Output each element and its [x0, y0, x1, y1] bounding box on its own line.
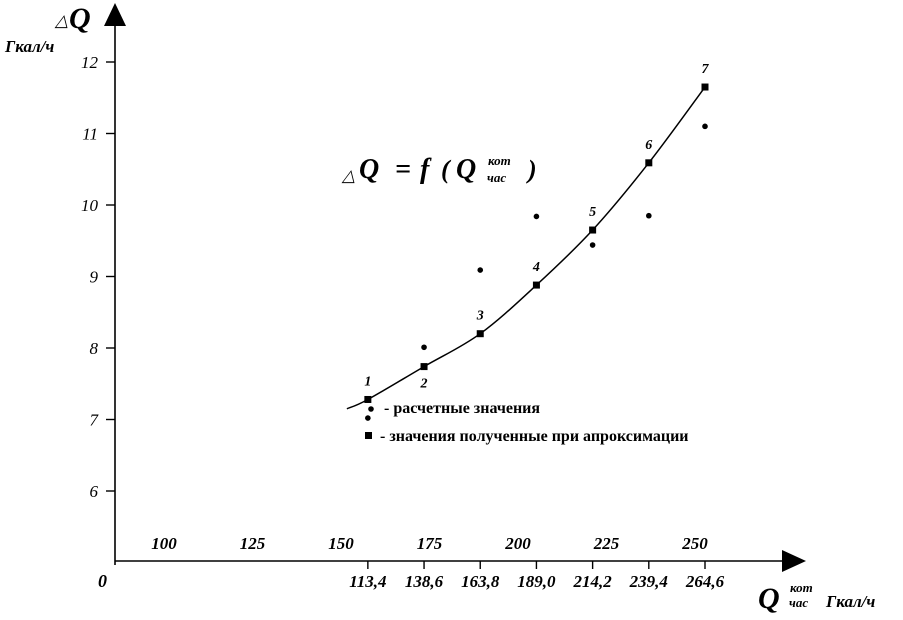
formula-eq: = — [395, 154, 411, 185]
x-axis-unit: Гкал/ч — [825, 592, 875, 611]
x-secondary-tick-label: 150 — [328, 534, 354, 553]
y-axis-unit: Гкал/ч — [4, 37, 54, 56]
legend-text-approximated: - значения полученные при апроксимации — [380, 428, 689, 445]
formula-close: ) — [526, 155, 537, 184]
x-secondary-tick-label: 125 — [240, 534, 266, 553]
formula-lhs: Q — [359, 154, 379, 185]
formula-open: ( — [441, 155, 452, 184]
formula-sup: кот — [488, 153, 511, 168]
legend-square-marker — [365, 432, 372, 439]
y-axis-symbol: Q — [69, 2, 91, 35]
x-secondary-tick-label: 225 — [593, 534, 620, 553]
y-tick-label: 6 — [90, 482, 99, 501]
point-label: 5 — [589, 205, 596, 220]
approximated-point — [476, 330, 484, 338]
y-tick-label: 10 — [81, 196, 99, 215]
marks-layer: 1 2 3 4 5 6 7 — [346, 62, 710, 421]
calculated-point — [365, 415, 371, 421]
formula-delta: △ — [341, 166, 355, 185]
x-axis-superscript: кот — [790, 580, 813, 595]
y-tick-label: 12 — [81, 53, 99, 72]
x-axis-arrow-icon — [782, 550, 806, 572]
y-axis-arrow-icon — [104, 3, 126, 26]
formula-q: Q — [456, 154, 476, 185]
x-tick-label: 113,4 — [349, 572, 386, 591]
approximated-point — [589, 226, 597, 234]
origin-label: 0 — [98, 571, 107, 591]
point-label: 6 — [645, 138, 652, 153]
approximated-point — [364, 395, 372, 403]
calculated-point — [533, 213, 540, 220]
point-label: 3 — [476, 309, 484, 324]
calculated-point — [421, 344, 427, 351]
x-secondary-tick-label: 100 — [151, 534, 177, 553]
y-tick-label: 9 — [90, 268, 99, 287]
y-tick-label: 7 — [90, 411, 100, 430]
point-label: 2 — [420, 377, 428, 392]
x-tick-label: 239,4 — [629, 572, 668, 591]
calculated-point — [646, 212, 652, 219]
approximated-point — [532, 281, 540, 289]
x-tick-label: 138,6 — [405, 572, 444, 591]
x-tick-label: 189,0 — [517, 572, 556, 591]
approximated-point — [701, 83, 709, 91]
y-axis-delta: △ — [54, 11, 68, 30]
calculated-point — [477, 267, 484, 273]
point-label: 1 — [364, 374, 371, 389]
x-tick-label: 264,6 — [685, 572, 725, 591]
legend-text-calculated: - расчетные значения — [384, 400, 540, 417]
calculated-point — [589, 242, 596, 248]
approximated-point — [420, 363, 428, 371]
calculated-point — [702, 123, 708, 130]
formula-sub: час — [487, 170, 506, 185]
approximated-point — [645, 159, 653, 167]
x-secondary-tick-label: 175 — [417, 534, 443, 553]
fit-curve-line — [346, 86, 706, 410]
formula-f: f — [420, 154, 432, 185]
formula: △ Q = f ( Q кот час ) — [341, 153, 537, 185]
x-secondary-tick-label: 250 — [681, 534, 708, 553]
x-tick-label: 214,2 — [572, 572, 612, 591]
x-tick-label: 163,8 — [461, 572, 500, 591]
y-tick-label: 11 — [82, 125, 98, 144]
x-axis-subscript: час — [789, 595, 808, 610]
x-secondary-tick-label: 200 — [504, 534, 531, 553]
point-label: 7 — [702, 62, 710, 77]
legend-circle-marker — [368, 406, 374, 412]
x-axis-symbol: Q — [758, 582, 780, 615]
y-tick-label: 8 — [90, 339, 99, 358]
legend: - расчетные значения - значения полученн… — [365, 400, 689, 445]
point-label: 4 — [532, 260, 540, 275]
